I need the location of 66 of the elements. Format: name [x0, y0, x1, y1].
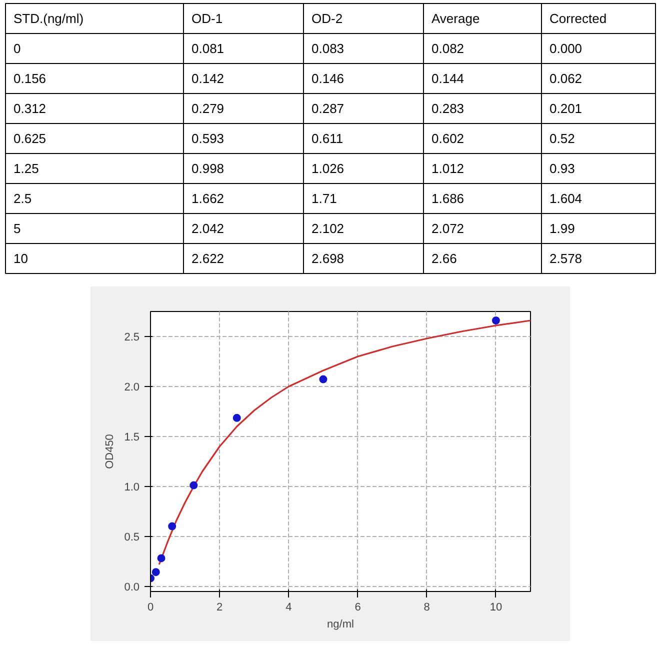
text: 0.146 [312, 71, 344, 86]
y-tick-label: 1.0 [124, 482, 140, 494]
text: 1.99 [550, 221, 575, 236]
text: 2.102 [312, 221, 344, 236]
text: 2.622 [192, 251, 224, 266]
text: 2.072 [432, 221, 464, 236]
text: 1.662 [192, 191, 224, 206]
text: 0.52 [550, 131, 575, 146]
text: 0.201 [550, 101, 582, 116]
text: 0.287 [312, 101, 344, 116]
text: 0.283 [432, 101, 464, 116]
point [232, 414, 241, 422]
x-tick-label: 10 [490, 602, 502, 614]
text: 2.698 [312, 251, 344, 266]
category-label: STD.(ng/ml) [14, 11, 84, 26]
text: 0.93 [550, 161, 575, 176]
text: 0.611 [312, 131, 344, 146]
y-axis-title: OD450 [104, 434, 116, 469]
text: 0.082 [432, 41, 464, 56]
text: 2.5 [14, 191, 32, 206]
y-tick-label: 2.5 [124, 332, 140, 344]
y-tick-label: 0.5 [124, 532, 140, 544]
point [168, 522, 176, 530]
text: 1.012 [432, 161, 464, 176]
text: 0.000 [550, 41, 582, 56]
category-label: OD-2 [312, 11, 343, 26]
text: 1.604 [550, 191, 582, 206]
y-tick-label: 2.0 [124, 382, 140, 394]
text: 2.042 [192, 221, 224, 236]
text: 1.686 [432, 191, 464, 206]
text: 0.062 [550, 71, 582, 86]
text: 0 [14, 41, 21, 56]
text: 0.144 [432, 71, 464, 86]
text: 1.25 [14, 161, 39, 176]
x-axis-title: ng/ml [327, 618, 354, 630]
text: 0.279 [192, 101, 224, 116]
category-label: Corrected [550, 11, 607, 26]
x-tick-label: 6 [354, 602, 361, 614]
category-label: OD-1 [192, 11, 223, 26]
point [319, 375, 328, 384]
text: 5 [14, 221, 21, 236]
point [152, 568, 160, 576]
text: 0.081 [192, 41, 224, 56]
point [157, 554, 166, 562]
text: 0.083 [312, 41, 344, 56]
text: 0.593 [192, 131, 224, 146]
text: 0.625 [14, 131, 46, 146]
x-tick-label: 0 [147, 602, 154, 614]
text: 0.602 [432, 131, 464, 146]
point [492, 316, 500, 324]
text: 1.71 [312, 191, 337, 206]
text: 2.66 [432, 251, 457, 266]
text: 0.156 [14, 71, 46, 86]
x-tick-label: 8 [424, 602, 430, 614]
text: 2.578 [550, 251, 582, 266]
text: 10 [14, 251, 28, 266]
text: 0.312 [14, 101, 46, 116]
y-tick-label: 0.0 [124, 582, 140, 594]
text: 0.998 [192, 161, 224, 176]
category-label: Average [432, 11, 480, 26]
point [190, 481, 198, 490]
x-tick-label: 4 [286, 602, 292, 614]
x-tick-label: 2 [216, 602, 223, 614]
text: 0.142 [192, 71, 224, 86]
text: 1.026 [312, 161, 344, 176]
y-tick-label: 1.5 [124, 432, 140, 444]
